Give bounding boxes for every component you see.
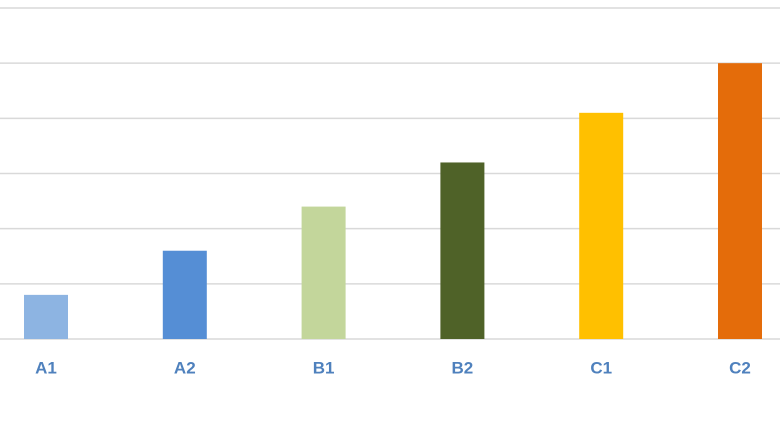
- x-tick-label: A2: [174, 358, 196, 377]
- x-tick-label: B1: [313, 358, 335, 377]
- bar: [162, 250, 207, 339]
- x-tick-label: C1: [590, 358, 612, 377]
- x-tick-label: C2: [729, 358, 751, 377]
- bar: [718, 63, 762, 340]
- bar: [24, 294, 68, 339]
- bar: [579, 112, 624, 339]
- x-tick-label: A1: [35, 358, 57, 377]
- bar: [440, 162, 485, 339]
- x-tick-label: B2: [452, 358, 474, 377]
- bar: [301, 206, 346, 339]
